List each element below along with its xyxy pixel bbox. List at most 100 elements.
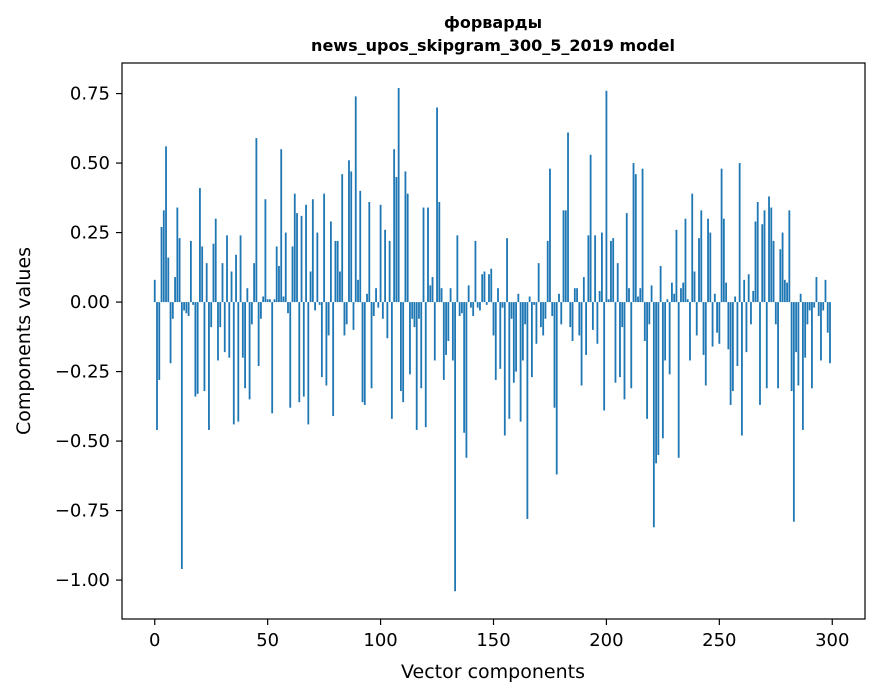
bar	[501, 302, 504, 308]
bar	[348, 160, 350, 303]
bar	[253, 263, 256, 303]
bar	[673, 293, 676, 303]
bar	[542, 302, 545, 336]
bar	[413, 302, 416, 328]
bar	[822, 302, 825, 311]
bar	[228, 302, 231, 358]
bar	[801, 302, 804, 430]
bar	[458, 302, 461, 316]
bar	[671, 282, 673, 303]
bar	[759, 302, 761, 405]
bar	[576, 288, 578, 303]
bar	[587, 235, 590, 303]
bar	[788, 210, 791, 303]
bar	[704, 302, 707, 386]
bar	[196, 302, 199, 394]
bar	[212, 243, 215, 303]
x-tick-label: 200	[589, 630, 623, 651]
bar	[463, 302, 466, 433]
bar	[601, 232, 603, 303]
bar	[752, 290, 755, 303]
bar	[603, 302, 606, 411]
bar	[582, 277, 585, 303]
bar	[528, 296, 531, 303]
bar	[178, 238, 181, 303]
bar	[187, 302, 190, 316]
x-tick-label: 50	[256, 630, 279, 651]
bar	[661, 302, 664, 439]
bar	[442, 302, 445, 380]
bar	[650, 285, 653, 303]
bar	[718, 302, 721, 344]
bar	[167, 257, 170, 303]
y-tick-label: 0.25	[70, 223, 110, 244]
bar	[652, 302, 655, 528]
bar	[646, 302, 648, 419]
bar	[280, 149, 283, 303]
bar	[517, 293, 520, 303]
x-tick-label: 300	[815, 630, 849, 651]
bar	[698, 238, 700, 303]
bar	[406, 193, 409, 303]
bar	[610, 240, 612, 303]
bar	[533, 302, 536, 305]
bar	[259, 302, 262, 319]
bar	[165, 146, 167, 303]
bar	[246, 288, 249, 303]
bar	[153, 279, 156, 303]
bar	[777, 302, 779, 389]
y-tick-label: −0.75	[55, 501, 110, 522]
bar	[250, 302, 253, 325]
x-axis-ticks: 0 50 100 150 200 250 300	[149, 619, 849, 651]
bar	[680, 288, 682, 303]
chart-subtitle: news_upos_skipgram_300_5_2019 model	[311, 36, 675, 55]
bar	[648, 302, 651, 325]
x-axis-label: Vector components	[401, 661, 585, 683]
bar	[384, 229, 387, 303]
bar	[512, 302, 515, 383]
bar	[366, 293, 368, 303]
bar	[580, 302, 583, 386]
bar	[745, 302, 748, 353]
bar	[244, 302, 246, 389]
bar	[158, 302, 161, 380]
bar	[239, 235, 242, 303]
bar	[329, 221, 332, 303]
bar	[763, 210, 766, 303]
bar	[359, 190, 362, 303]
bar	[537, 263, 540, 303]
bar	[327, 302, 330, 336]
bar	[747, 274, 750, 303]
bar	[761, 224, 764, 303]
bar	[795, 302, 798, 353]
bar	[768, 196, 770, 303]
bar	[824, 279, 827, 303]
bar	[607, 299, 610, 303]
bar	[804, 302, 807, 358]
bar	[483, 271, 486, 303]
bar	[711, 302, 714, 347]
bar	[336, 240, 339, 303]
bar	[424, 302, 427, 428]
bar	[237, 302, 240, 422]
bar	[702, 302, 705, 355]
bar	[354, 96, 357, 303]
bar	[713, 293, 716, 303]
x-tick-label: 100	[363, 630, 397, 651]
bar	[291, 246, 294, 303]
bar	[596, 302, 599, 344]
bar	[180, 302, 183, 569]
bar	[632, 163, 635, 303]
bar	[731, 302, 734, 392]
bar	[460, 302, 463, 314]
bar	[567, 132, 569, 303]
bar	[605, 90, 608, 303]
bar	[284, 232, 287, 303]
bar	[508, 302, 511, 419]
bar	[296, 213, 298, 303]
bar	[544, 302, 547, 319]
bar	[436, 107, 438, 303]
plot-frame	[121, 62, 866, 620]
bar	[375, 288, 377, 303]
bar	[404, 171, 407, 303]
